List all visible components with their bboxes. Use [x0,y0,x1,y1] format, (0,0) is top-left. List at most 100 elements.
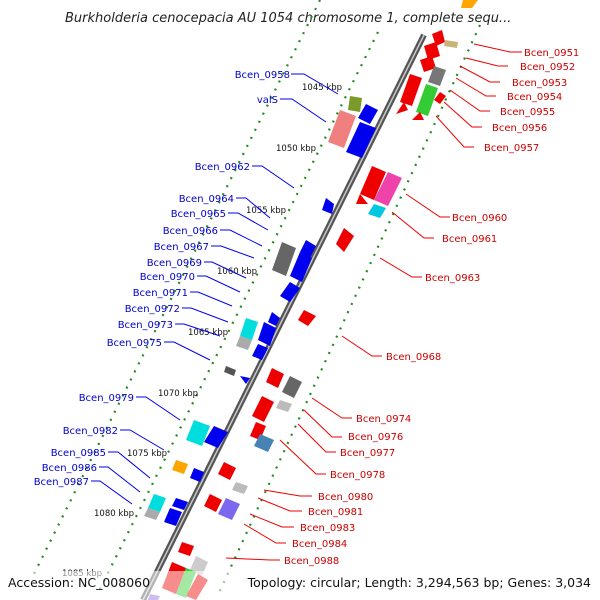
gene-feature [232,482,248,494]
gene-label[interactable]: Bcen_0987 [34,477,89,488]
scale-labels: 1045 kbp 1050 kbp 1055 kbp 1060 kbp 1065… [62,83,342,579]
topology-stats-text: Topology: circular; Length: 3,294,563 bp… [247,575,591,590]
map-title: Burkholderia cenocepacia AU 1054 chromos… [65,11,511,26]
gene-label[interactable]: Bcen_0952 [520,62,575,73]
gene-feature [144,508,160,520]
gene-label[interactable]: Bcen_0983 [300,523,355,534]
gene-feature [412,112,424,120]
gene-feature [250,422,266,440]
gene-label[interactable]: Bcen_0982 [63,426,118,437]
gene-label[interactable]: Bcen_0960 [452,213,507,224]
gene-label[interactable]: Bcen_0986 [42,463,97,474]
gene-label[interactable]: Bcen_0971 [133,288,188,299]
gene-features [144,0,478,600]
gene-label[interactable]: Bcen_0964 [179,194,234,205]
accession-text: Accession: NC_008060 [8,575,150,590]
gene-feature [420,56,436,72]
footer-backdrop [0,571,600,600]
gene-label[interactable]: Bcen_0951 [524,48,579,59]
gene-feature [204,494,222,512]
gene-feature [416,84,438,116]
scale-label: 1050 kbp [276,144,316,154]
gene-label[interactable]: Bcen_0973 [118,320,173,331]
gene-label[interactable]: Bcen_0974 [356,414,411,425]
gene-label[interactable]: Bcen_0965 [171,209,226,220]
gene-feature [348,96,362,112]
gene-feature [172,498,188,510]
gene-label[interactable]: Bcen_0988 [284,556,339,567]
gene-feature [172,460,188,474]
gene-feature [290,252,312,282]
gene-feature [218,498,240,520]
scale-label: 1080 kbp [94,509,134,519]
gene-feature [428,66,446,86]
gene-feature [346,122,376,158]
gene-feature [298,310,316,326]
gene-feature [252,344,268,360]
gene-feature [356,194,368,204]
gene-label[interactable]: valS [257,95,278,106]
gene-feature [272,242,296,276]
scale-label: 1055 kbp [246,206,286,216]
gene-label[interactable]: Bcen_0968 [386,352,441,363]
gene-feature [368,204,386,218]
gene-label[interactable]: Bcen_0977 [340,448,395,459]
scale-label: 1070 kbp [158,389,198,399]
scale-label: 1045 kbp [302,83,342,93]
gene-feature [374,172,402,206]
gene-feature [252,396,274,422]
gene-label[interactable]: Bcen_0969 [147,258,202,269]
right-leader-lines [225,43,522,561]
gene-label[interactable]: Bcen_0970 [140,272,195,283]
gene-feature [236,336,252,350]
gene-label[interactable]: Bcen_0957 [484,143,539,154]
gene-feature [178,542,194,556]
gene-label[interactable]: Bcen_0953 [512,78,567,89]
left-gene-labels: Bcen_0958 valS Bcen_0962 Bcen_0964 Bcen_… [34,70,290,488]
scale-label: 1060 kbp [217,267,257,277]
gene-label[interactable]: Bcen_0981 [308,507,363,518]
gene-feature [190,468,204,482]
gene-feature [268,312,280,326]
gene-label[interactable]: Bcen_0972 [125,304,180,315]
scale-label: 1065 kbp [188,328,228,338]
gene-feature [204,426,228,448]
gene-label[interactable]: Bcen_0961 [442,234,497,245]
gene-label[interactable]: Bcen_0967 [154,242,209,253]
gene-feature [328,110,356,148]
gene-label[interactable]: Bcen_0975 [107,338,162,349]
gene-label[interactable]: Bcen_0962 [195,162,250,173]
gene-label[interactable]: Bcen_0958 [235,70,290,81]
gene-label[interactable]: Bcen_0976 [348,432,403,443]
right-gene-labels: Bcen_0951 Bcen_0952 Bcen_0953 Bcen_0954 … [284,48,579,567]
gene-feature [258,322,276,346]
left-leader-lines [91,73,339,505]
gene-label[interactable]: Bcen_0980 [318,492,373,503]
gene-label[interactable]: Bcen_0956 [492,123,547,134]
gene-label[interactable]: Bcen_0984 [292,539,347,550]
gene-feature [424,42,440,60]
gene-feature [336,228,354,252]
gene-feature [224,366,236,376]
gene-label[interactable]: Bcen_0978 [330,470,385,481]
scale-label: 1075 kbp [127,449,167,459]
gene-feature [148,494,166,512]
gene-feature [186,420,210,446]
gene-feature [360,166,386,200]
gene-feature [282,376,302,398]
gene-label[interactable]: Bcen_0954 [507,92,562,103]
gene-label[interactable]: Bcen_0966 [163,226,218,237]
gene-label[interactable]: Bcen_0955 [500,107,555,118]
gene-label[interactable]: Bcen_0979 [79,393,134,404]
gene-feature [266,368,284,388]
gene-label[interactable]: Bcen_0985 [51,448,106,459]
gene-label[interactable]: Bcen_0963 [425,273,480,284]
gene-feature [396,102,408,114]
gene-feature [434,92,446,104]
gene-feature [358,104,378,124]
gene-feature [461,0,478,8]
backbone [140,33,427,600]
gene-feature [322,198,334,214]
gene-feature [400,74,422,106]
gene-feature [300,240,316,258]
